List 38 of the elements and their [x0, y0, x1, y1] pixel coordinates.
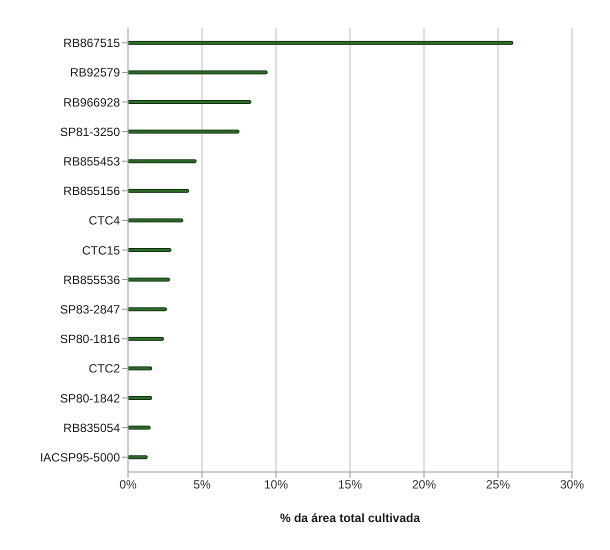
- y-tick-label: RB92579: [70, 66, 120, 80]
- bar: [128, 159, 197, 164]
- y-tick-label: SP80-1816: [60, 332, 120, 346]
- bar: [128, 336, 164, 341]
- y-tick-label: RB855453: [63, 154, 120, 168]
- y-tick-label: RB855536: [63, 272, 120, 287]
- bar: [128, 40, 514, 45]
- bar: [128, 70, 268, 74]
- y-tick-label: RB855156: [63, 184, 120, 198]
- bar: [128, 218, 184, 222]
- y-tick-label: RB867515: [63, 36, 120, 50]
- y-tick-label: RB835054: [63, 420, 120, 435]
- bar: [128, 100, 252, 104]
- bar: [128, 455, 148, 460]
- y-tick-label: SP83-2847: [60, 302, 120, 316]
- bar: [128, 248, 172, 252]
- x-axis-title: % da área total cultivada: [280, 511, 420, 525]
- bar: [128, 426, 151, 430]
- y-tick-label: IACSP95-5000: [40, 450, 120, 464]
- y-tick-label: RB966928: [63, 95, 120, 110]
- x-tick-label: 30%: [560, 478, 584, 492]
- bar: [128, 366, 152, 370]
- x-tick-label: 25%: [486, 478, 510, 492]
- y-tick-label: SP81-3250: [60, 124, 120, 139]
- y-tick-label: SP80-1842: [60, 391, 120, 406]
- x-tick-label: 0%: [119, 478, 137, 492]
- x-tick-label: 15%: [338, 478, 362, 492]
- bar: [128, 278, 170, 282]
- y-tick-label: CTC15: [82, 243, 120, 258]
- bar: [128, 130, 240, 134]
- bar: [128, 307, 167, 312]
- y-tick-label: CTC4: [88, 214, 120, 228]
- y-tick-label: CTC2: [88, 362, 120, 376]
- bar: [128, 396, 152, 400]
- x-tick-label: 20%: [412, 478, 436, 492]
- x-tick-label: 5%: [193, 478, 211, 492]
- x-tick-label: 10%: [264, 478, 288, 492]
- bar: [128, 188, 190, 193]
